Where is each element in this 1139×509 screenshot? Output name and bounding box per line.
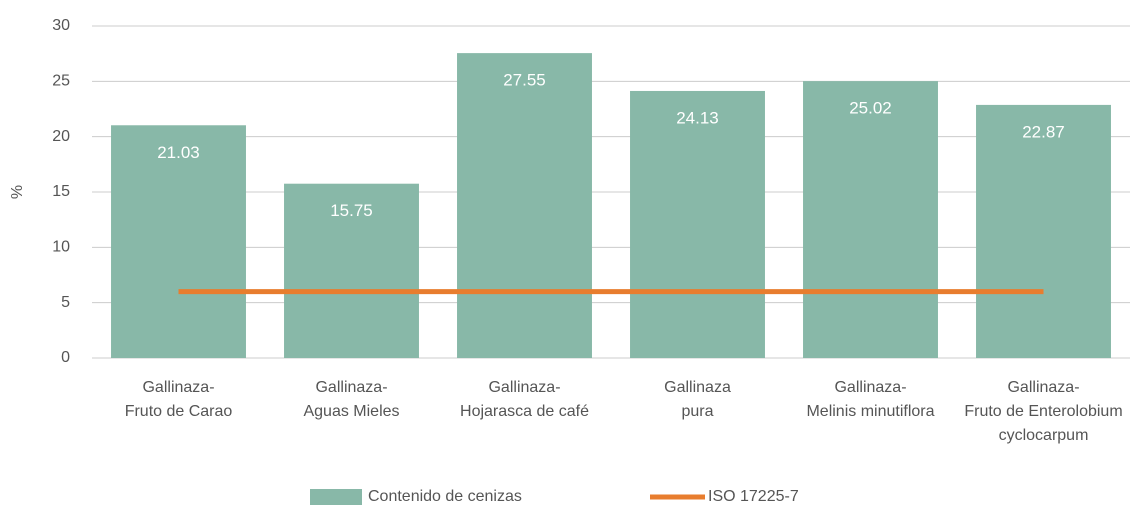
y-tick-label: 20	[52, 128, 70, 145]
value-label: 21.03	[157, 143, 200, 162]
bar	[111, 125, 246, 358]
bar	[976, 104, 1111, 358]
x-tick-label: Gallinaza- Fruto de Enterolobium cyclocarp…	[964, 379, 1122, 444]
value-label: 15.75	[330, 201, 373, 220]
y-tick-label: 15	[52, 183, 70, 200]
x-tick-label-line: Fruto de Carao	[125, 403, 233, 420]
legend-label: Contenido de cenizas	[368, 488, 522, 505]
y-tick-label: 10	[52, 239, 70, 256]
x-tick-label-line: Melinis minutiflora	[806, 403, 934, 420]
x-tick-label: Gallinaza- Melinis minutiflora	[806, 379, 934, 420]
x-tick-label: Gallinaza- Fruto de Carao	[125, 379, 233, 420]
bar	[284, 183, 419, 358]
value-label: 22.87	[1022, 122, 1065, 141]
x-tick-label-line: cyclocarpum	[999, 427, 1089, 444]
x-tick-label: Gallinaza- Aguas Mieles	[303, 379, 399, 420]
bar	[803, 81, 938, 358]
x-tick-label-line: Gallinaza-	[315, 379, 387, 396]
x-tick-label-line: Hojarasca de café	[460, 403, 589, 420]
x-tick-label-line: Gallinaza	[664, 379, 731, 396]
value-label: 27.55	[503, 71, 546, 90]
x-tick-label-line: Gallinaza-	[834, 379, 906, 396]
value-label: 25.02	[849, 99, 892, 118]
x-tick-label-line: Fruto de Enterolobium	[964, 403, 1122, 420]
y-tick-label: 30	[52, 17, 70, 34]
value-label: 24.13	[676, 108, 719, 127]
bar	[630, 90, 765, 358]
x-tick-label-line: pura	[681, 403, 713, 420]
y-tick-label: 0	[61, 349, 70, 366]
legend-label: ISO 17225-7	[708, 488, 799, 505]
x-tick-label: Gallinaza- Hojarasca de café	[460, 379, 589, 420]
bar	[457, 53, 592, 358]
x-tick-label-line: Gallinaza-	[1007, 379, 1079, 396]
x-tick-label: Gallinaza pura	[664, 379, 731, 420]
legend-swatch	[310, 489, 362, 505]
y-tick-label: 25	[52, 73, 70, 90]
x-tick-label-line: Gallinaza-	[488, 379, 560, 396]
y-axis-label: %	[9, 185, 26, 199]
y-tick-label: 5	[61, 294, 70, 311]
x-tick-label-line: Gallinaza-	[142, 379, 214, 396]
x-tick-label-line: Aguas Mieles	[303, 403, 399, 420]
